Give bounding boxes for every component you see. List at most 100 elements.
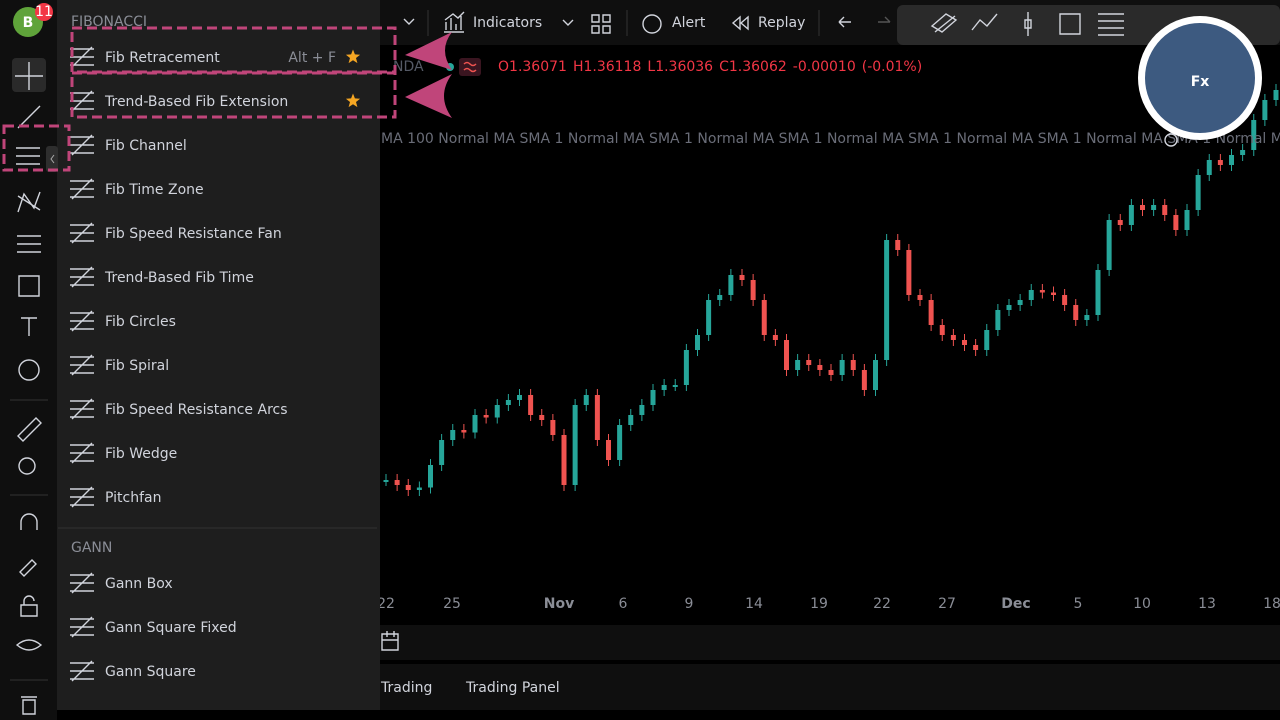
menu-item[interactable]: Fib Speed Resistance Arcs	[105, 402, 288, 418]
geometric-tool[interactable]	[18, 275, 40, 297]
menu-item[interactable]: Fib Circles	[105, 314, 176, 330]
dropdown-icon[interactable]	[562, 19, 574, 26]
open-label: O	[498, 59, 509, 75]
menu-item[interactable]: Trend-Based Fib Time	[104, 270, 254, 286]
fib-icon[interactable]	[1098, 13, 1124, 36]
measure-tool[interactable]	[17, 417, 42, 442]
candle-body	[683, 350, 689, 385]
favorite-star[interactable]	[345, 49, 361, 64]
visibility-tool[interactable]	[15, 639, 43, 651]
bottom-panel	[380, 664, 1280, 710]
trend-icon[interactable]	[971, 13, 998, 31]
magnet-tool[interactable]	[20, 513, 38, 530]
candle-body	[1173, 215, 1179, 230]
menu-item[interactable]: Gann Square Fixed	[105, 620, 237, 636]
tool-icon	[70, 354, 94, 376]
candle-body	[1273, 90, 1279, 100]
section-title: FIBONACCI	[71, 14, 147, 30]
high-label: H	[573, 59, 584, 75]
alert-icon[interactable]	[642, 14, 662, 34]
candle-body	[895, 240, 901, 250]
candle-body	[950, 335, 956, 340]
menu-item[interactable]: Fib Channel	[105, 138, 187, 154]
channel-icon[interactable]	[930, 13, 958, 33]
close-label: C	[719, 59, 729, 75]
menu-item[interactable]: Fib Speed Resistance Fan	[105, 226, 282, 242]
menu-item[interactable]: Fib Spiral	[105, 358, 169, 374]
candle-icon[interactable]	[1024, 12, 1032, 36]
trendline-tool[interactable]	[17, 105, 41, 129]
bottom-tab[interactable]: Trading	[380, 680, 432, 696]
candle-body	[1017, 300, 1023, 305]
candle-body	[1095, 270, 1101, 315]
tool-icon	[70, 46, 94, 68]
hide-icon[interactable]	[1164, 133, 1178, 147]
lock-tool[interactable]	[20, 595, 38, 617]
tool-icon	[70, 178, 94, 200]
pattern-tool[interactable]	[17, 191, 41, 213]
candle-body	[817, 365, 823, 370]
candle-body	[405, 485, 411, 490]
tool-icon	[70, 134, 94, 156]
menu-item[interactable]: Gann Square	[105, 664, 196, 680]
menu-item[interactable]: Pitchfan	[105, 490, 161, 506]
date-range-icon[interactable]	[381, 631, 399, 651]
candle-body	[1229, 155, 1234, 165]
time-label: 22	[873, 596, 891, 612]
fib-tool[interactable]	[16, 147, 40, 165]
tool-icon	[70, 660, 94, 682]
undo-icon[interactable]	[838, 16, 851, 28]
lock-drawing-tool[interactable]	[19, 559, 37, 577]
time-label: 6	[619, 596, 628, 612]
candle-body	[1251, 120, 1257, 150]
time-label: 18	[1263, 596, 1280, 612]
candle-body	[517, 395, 522, 400]
layouts-icon[interactable]	[591, 14, 611, 34]
icon-tool[interactable]	[18, 359, 40, 381]
highlight-box	[70, 26, 397, 74]
notification-badge[interactable]	[35, 3, 53, 21]
candle-body	[550, 420, 556, 435]
indicators-icon[interactable]	[444, 11, 465, 33]
bottom-tab[interactable]: Trading Panel	[465, 680, 560, 696]
candle-body	[383, 480, 389, 482]
menu-item[interactable]: Trend-Based Fib Extension	[104, 94, 288, 110]
replay-button[interactable]: Replay	[758, 15, 805, 31]
candle-body	[873, 360, 878, 390]
highlight-box	[2, 124, 71, 172]
crosshair-tool[interactable]	[15, 62, 43, 90]
favorite-star[interactable]	[345, 93, 361, 108]
candle-body	[784, 340, 789, 370]
remove-tool[interactable]	[21, 696, 37, 715]
menu-item[interactable]: Gann Box	[105, 576, 173, 592]
shortcut: Alt + F	[288, 50, 336, 66]
candle-body	[828, 370, 834, 375]
candle-body	[706, 300, 712, 335]
candle-body	[650, 390, 656, 405]
menu-item[interactable]: Fib Wedge	[105, 446, 177, 462]
prediction-tool[interactable]	[17, 235, 41, 253]
redo-icon[interactable]	[878, 16, 891, 23]
text-tool[interactable]	[21, 317, 37, 336]
menu-item[interactable]: Fib Time Zone	[105, 182, 204, 198]
logo	[1145, 23, 1255, 133]
price-chart	[383, 84, 1279, 496]
candle-body	[439, 440, 445, 465]
candle-body	[906, 250, 912, 295]
time-label: 13	[1198, 596, 1216, 612]
menu-item[interactable]: Fib Retracement	[105, 50, 220, 66]
candle-body	[1051, 292, 1056, 295]
zoom-tool[interactable]	[18, 457, 36, 475]
time-label: Dec	[1001, 596, 1030, 612]
rectangle-icon[interactable]	[1059, 13, 1081, 35]
dropdown-icon[interactable]	[403, 18, 415, 25]
collapse-icon	[50, 154, 55, 164]
alert-button[interactable]: Alert	[672, 15, 706, 31]
candle-body	[1073, 305, 1079, 320]
replay-icon[interactable]	[731, 15, 749, 31]
bottom-tabs: Trading Trading Panel	[380, 680, 560, 696]
collapse-handle[interactable]	[46, 146, 58, 172]
indicators-button[interactable]: Indicators	[473, 15, 542, 31]
time-label: 25	[443, 596, 461, 612]
